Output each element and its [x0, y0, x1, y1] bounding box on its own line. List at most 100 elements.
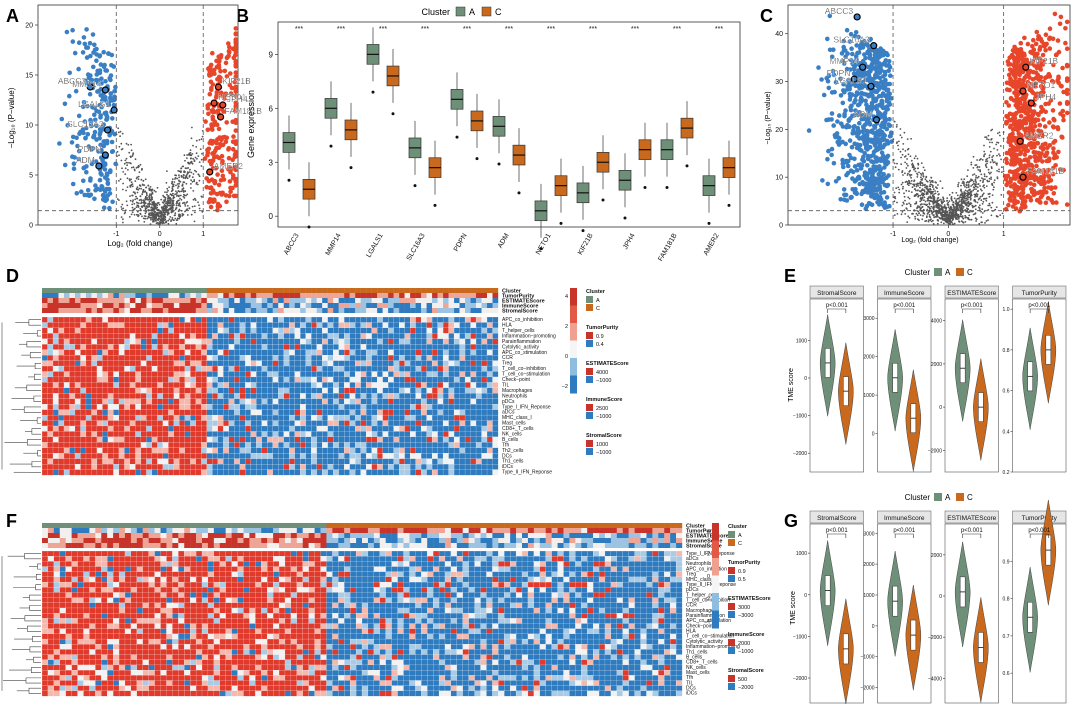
down-point [92, 47, 98, 53]
ns-point [990, 176, 992, 179]
ns-point [982, 198, 985, 200]
ns-point [189, 161, 192, 164]
ns-point [178, 176, 181, 179]
annotation-cell [355, 298, 361, 303]
ns-point [902, 174, 904, 176]
ns-point [901, 153, 904, 156]
ns-point [999, 154, 1001, 157]
ns-point [152, 219, 155, 222]
ns-point [986, 160, 989, 163]
heatmap-cell [459, 322, 466, 329]
down-point [877, 183, 882, 189]
ns-point [958, 220, 960, 223]
annotation-cell [448, 303, 455, 308]
annotation-cell [333, 288, 339, 293]
up-point [216, 74, 222, 80]
annotation-cell [256, 308, 262, 313]
ns-point [932, 190, 935, 193]
heatmap-cell [410, 338, 416, 345]
up-point [1054, 200, 1059, 205]
volcano-c-ylabel: −Log₁₀ (P−value) [765, 91, 772, 144]
ns-point [979, 185, 981, 187]
annotation-cell [162, 293, 169, 298]
ns-point [963, 181, 965, 184]
gene-label: FAM181B [225, 106, 263, 116]
annotation-cell [184, 293, 191, 298]
ns-point [893, 191, 896, 194]
heatmap-cell [492, 322, 499, 329]
annotation-cell [443, 303, 449, 308]
ns-point [162, 211, 165, 213]
annotation-cell [261, 293, 268, 298]
ns-point [178, 194, 180, 197]
ns-point [960, 203, 962, 206]
ns-point [947, 222, 950, 225]
ns-point [977, 183, 979, 186]
ns-point [985, 199, 988, 202]
ns-point [959, 196, 961, 199]
up-point [1038, 145, 1044, 150]
up-point [1013, 102, 1019, 108]
heatmap-cell [223, 316, 230, 323]
ns-point [189, 149, 192, 152]
annotation-cell [157, 298, 164, 303]
up-point [225, 54, 230, 60]
annotation-cell [168, 298, 175, 303]
annotation-cell [118, 293, 125, 298]
ns-point [962, 201, 965, 204]
heatmap-cell [217, 333, 224, 340]
ns-point [975, 176, 977, 179]
down-point [845, 170, 851, 176]
heatmap-cell [366, 327, 372, 334]
heatmap-cell [245, 316, 252, 323]
annotation-cell [415, 308, 422, 313]
down-point [838, 93, 844, 98]
ns-point [956, 207, 959, 209]
ns-point [164, 211, 167, 214]
ns-point [957, 183, 959, 186]
up-point [1022, 152, 1028, 157]
heatmap-cell [124, 316, 131, 323]
outlier [307, 225, 311, 229]
annotation-cell [239, 293, 246, 298]
ns-point [157, 201, 160, 204]
annotation-cell [267, 293, 273, 298]
gene-highlight [214, 83, 223, 91]
ns-point [149, 193, 151, 196]
ns-point [910, 137, 912, 140]
annotation-cell [393, 293, 400, 298]
annotation-cell [52, 308, 59, 313]
heatmap-cell [475, 322, 482, 329]
down-point [835, 139, 840, 145]
down-point [845, 163, 851, 169]
annotation-cell [481, 298, 488, 303]
category-label: JPH4 [622, 232, 637, 250]
ns-point [965, 186, 968, 189]
ns-point [911, 165, 914, 168]
ns-point [195, 152, 198, 155]
down-point [848, 195, 854, 201]
heatmap-cell [151, 327, 158, 334]
gene-label: NETO1 [1027, 80, 1055, 90]
y-tick-label: 20 [25, 23, 33, 30]
heatmap-cell [41, 327, 48, 334]
ns-point [197, 173, 200, 176]
down-point [842, 113, 847, 119]
down-point [105, 180, 111, 186]
heatmap-cell [267, 322, 274, 329]
up-point [216, 182, 222, 188]
ns-point [137, 178, 140, 181]
ns-point [166, 193, 168, 196]
annotation-cell [107, 288, 114, 293]
ns-point [978, 197, 981, 200]
y-tick-label: 0 [29, 223, 33, 230]
down-point [72, 50, 78, 56]
down-point [99, 184, 104, 189]
annotation-cell [129, 293, 136, 298]
ns-point [186, 154, 189, 156]
ns-point [925, 193, 928, 196]
ns-point [956, 198, 959, 200]
down-point [92, 196, 97, 202]
heatmap-cell [146, 338, 153, 345]
ns-point [897, 168, 900, 171]
